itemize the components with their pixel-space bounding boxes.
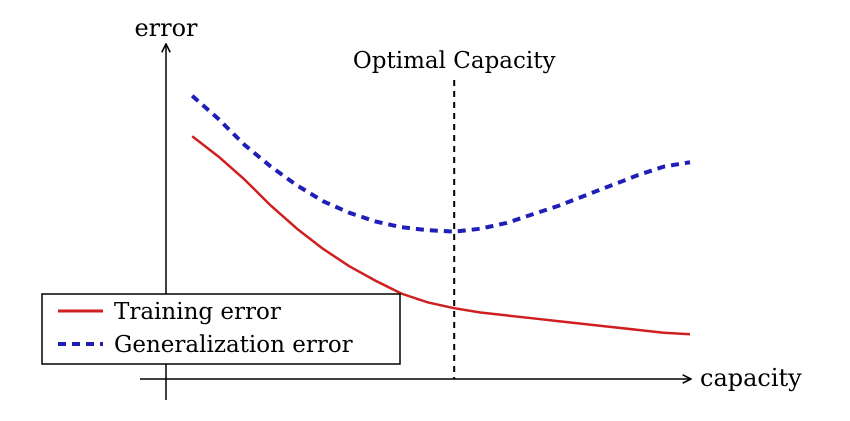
series-layer: [190, 94, 691, 336]
x-axis-label: capacity: [700, 364, 802, 392]
legend: Training error Generalization error: [41, 293, 401, 365]
series-line-0: [191, 135, 691, 336]
legend-label-training-error: Training error: [114, 299, 281, 325]
optimal-capacity-label: Optimal Capacity: [353, 48, 556, 74]
series-line-1: [190, 94, 691, 234]
legend-box: [41, 293, 401, 365]
y-axis-label: error: [134, 14, 198, 42]
legend-label-generalization-error: Generalization error: [114, 332, 353, 358]
